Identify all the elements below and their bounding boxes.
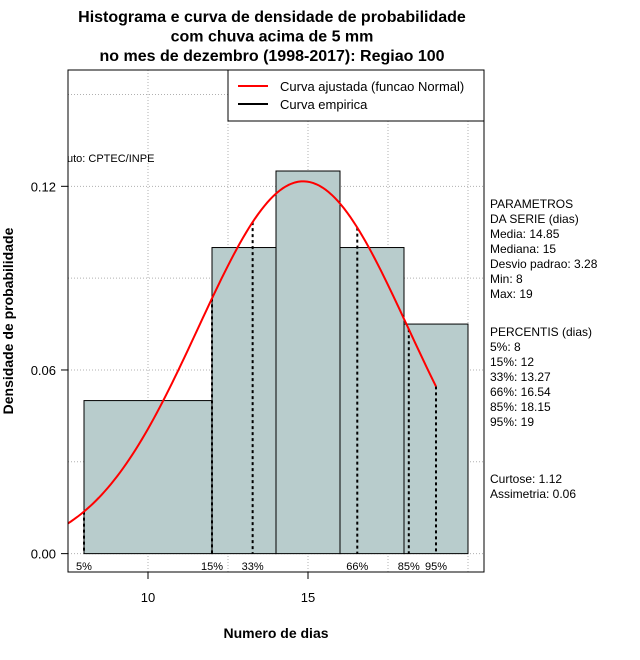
histogram-bar bbox=[275, 170, 341, 555]
y-tick-label: 0.00 bbox=[31, 547, 56, 562]
title-line: Histograma e curva de densidade de proba… bbox=[78, 9, 466, 26]
normal-curve bbox=[67, 180, 437, 525]
title-line: com chuva acima de 5 mm bbox=[171, 29, 374, 46]
legend-label: Curva ajustada (funcao Normal) bbox=[280, 79, 464, 94]
parameter-line: Mediana: 15 bbox=[490, 242, 556, 256]
percentile-stat-line: 66%: 16.54 bbox=[490, 385, 551, 399]
parameter-line: DA SERIE (dias) bbox=[490, 212, 579, 226]
percentile-label: 33% bbox=[242, 561, 264, 573]
histogram-bar bbox=[83, 400, 213, 555]
legend-box bbox=[227, 69, 485, 122]
axes: 10 15 0.00 0.06 0.12 bbox=[31, 179, 316, 605]
y-tick-label: 0.12 bbox=[31, 179, 56, 194]
percentile-lines: 5% 15% 33% 66% 85% 95% bbox=[76, 222, 447, 573]
source-annotation: uto: CPTEC/INPE bbox=[67, 153, 154, 165]
percentile-stat-line: 15%: 12 bbox=[490, 355, 534, 369]
x-tick-label: 15 bbox=[301, 590, 315, 605]
shape-stat-line: Assimetria: 0.06 bbox=[490, 487, 576, 501]
x-tick-label: 10 bbox=[141, 590, 155, 605]
parameter-line: Media: 14.85 bbox=[490, 227, 560, 241]
parameter-line: Min: 8 bbox=[490, 272, 523, 286]
parameter-line: Desvio padrao: 3.28 bbox=[490, 257, 598, 271]
histogram-bar bbox=[211, 247, 277, 555]
parameter-line: Max: 19 bbox=[490, 287, 533, 301]
percentile-stat-line: PERCENTIS (dias) bbox=[490, 325, 592, 339]
percentile-stat-line: 85%: 18.15 bbox=[490, 400, 551, 414]
percentile-stat-line: 95%: 19 bbox=[490, 415, 534, 429]
normal-curve-line bbox=[67, 180, 437, 525]
percentile-label: 66% bbox=[346, 561, 368, 573]
percentile-label: 85% bbox=[398, 561, 420, 573]
title-line: no mes de dezembro (1998-2017): Regiao 1… bbox=[99, 48, 444, 65]
legend-label: Curva empirica bbox=[280, 97, 368, 112]
histogram-bar bbox=[339, 247, 405, 555]
shape-stat-line: Curtose: 1.12 bbox=[490, 472, 562, 486]
y-axis-label: Densidade de probabilidade bbox=[0, 227, 16, 414]
parameter-line: PARAMETROS bbox=[490, 197, 573, 211]
legend: Curva ajustada (funcao Normal) Curva empi… bbox=[227, 69, 485, 122]
percentile-label: 15% bbox=[201, 561, 223, 573]
chart-title: Histograma e curva de densidade de proba… bbox=[78, 9, 466, 65]
percentile-label: 95% bbox=[425, 561, 447, 573]
y-tick-label: 0.06 bbox=[31, 363, 56, 378]
percentile-label: 5% bbox=[76, 561, 92, 573]
x-axis-label: Numero de dias bbox=[223, 625, 328, 641]
percentile-stat-line: 33%: 13.27 bbox=[490, 370, 551, 384]
percentile-stat-line: 5%: 8 bbox=[490, 340, 521, 354]
histogram-bars bbox=[83, 170, 469, 555]
